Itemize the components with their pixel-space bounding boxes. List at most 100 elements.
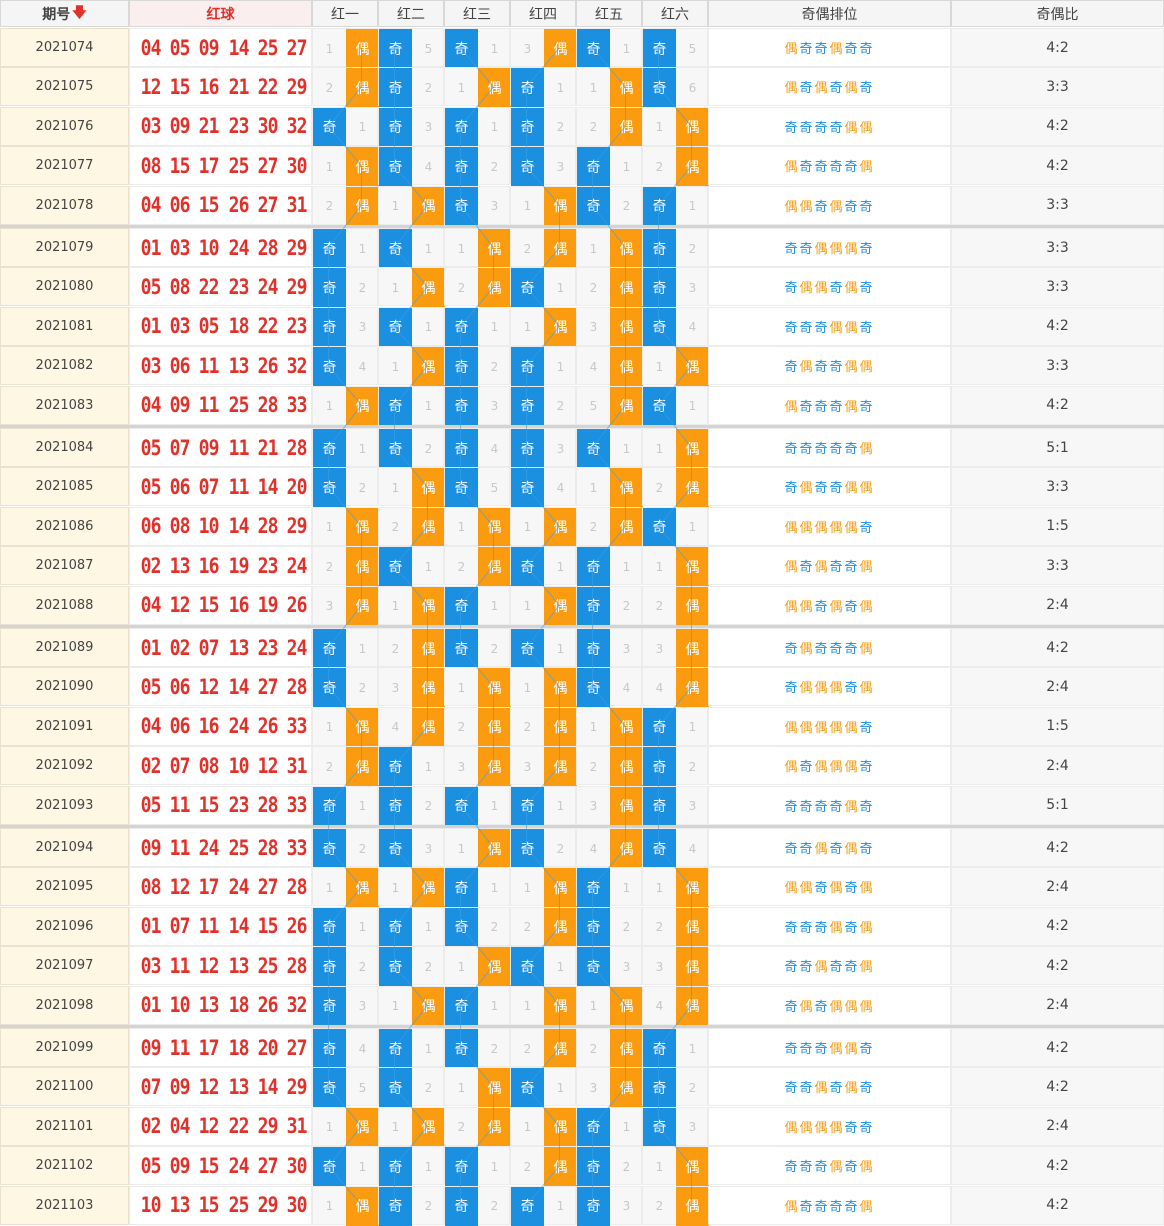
- pattern-even: 偶: [859, 681, 875, 697]
- odd-even-pattern: 偶奇奇奇偶奇: [708, 385, 951, 425]
- table-row: 2021086 06 08 10 14 28 29 1 偶 2 偶 1 偶 1 偶 2 偶奇 1 偶偶偶偶偶奇 1:5: [0, 506, 1164, 547]
- even-miss-count: 2: [490, 359, 499, 374]
- odd-miss-count: 2: [325, 199, 334, 214]
- odd-even-pattern: 奇奇奇偶奇偶: [708, 906, 951, 946]
- red-balls-cell: 04 09 11 25 28 33: [129, 385, 312, 425]
- red-ball: 05: [140, 793, 162, 818]
- even-miss-count: 2: [622, 1159, 631, 1174]
- odd-even-pattern: 奇奇偶偶偶奇: [708, 228, 951, 267]
- table-row: 2021079 01 03 10 24 28 29 奇 1 奇 1 1 偶 2 偶 1 偶奇 2 奇奇偶偶偶奇 3:3: [0, 228, 1164, 268]
- position-1-header: 红一: [312, 0, 378, 27]
- table-header: 期号 🡇 红球 红一 红二 红三 红四 红五 红六 奇偶排位 奇偶比: [0, 0, 1164, 27]
- odd-marker: 奇: [379, 386, 412, 426]
- red-balls-cell: 08 12 17 24 27 28: [129, 867, 312, 907]
- odd-even-ratio: 2:4: [951, 667, 1164, 707]
- odd-marker: 奇: [577, 629, 610, 668]
- odd-miss-count: 1: [589, 720, 598, 735]
- pattern-even: 偶: [829, 599, 845, 615]
- odd-miss-count: 2: [589, 759, 598, 774]
- red-ball: 12: [169, 874, 191, 899]
- even-miss-count: 1: [424, 1159, 433, 1174]
- pattern-odd: 奇: [799, 320, 815, 336]
- red-ball: 24: [228, 235, 249, 260]
- even-marker: 偶: [544, 747, 577, 787]
- red-ball: 08: [140, 153, 162, 178]
- odd-marker: 奇: [511, 386, 544, 426]
- even-miss-count: 1: [556, 641, 565, 656]
- odd-marker: 奇: [445, 907, 478, 947]
- red-ball: 09: [169, 1074, 191, 1099]
- pattern-even: 偶: [829, 242, 845, 257]
- issue-number: 2021081: [0, 306, 129, 346]
- pattern-odd: 奇: [829, 281, 845, 297]
- odd-even-pattern: 奇奇奇奇奇偶: [708, 428, 951, 467]
- red-ball: 06: [169, 193, 191, 218]
- issue-column-header[interactable]: 期号 🡇: [0, 0, 129, 27]
- pattern-even: 偶: [844, 481, 860, 497]
- odd-miss-count: 3: [325, 599, 334, 614]
- even-marker: 偶: [478, 1107, 511, 1147]
- red-ball: 09: [140, 835, 162, 860]
- odd-marker: 奇: [511, 629, 544, 668]
- pattern-even: 偶: [814, 681, 830, 697]
- red-ball: 26: [286, 593, 307, 618]
- odd-miss-count: 1: [589, 241, 598, 256]
- pattern-odd: 奇: [859, 842, 875, 857]
- even-miss-count: 2: [622, 920, 631, 935]
- odd-miss-count: 2: [589, 120, 598, 135]
- pattern-even: 偶: [844, 360, 860, 376]
- odd-marker: 奇: [379, 229, 412, 268]
- even-marker: 偶: [412, 707, 445, 747]
- red-ball: 29: [286, 274, 307, 299]
- red-ball: 06: [140, 514, 162, 539]
- pattern-even: 偶: [829, 199, 845, 215]
- pattern-even: 偶: [814, 281, 830, 297]
- even-marker: 偶: [478, 507, 511, 547]
- odd-miss-count: 1: [325, 399, 334, 414]
- pattern-even: 偶: [799, 199, 815, 215]
- arrow-down-icon[interactable]: 🡇: [72, 4, 87, 21]
- even-miss-count: 4: [358, 1041, 367, 1056]
- even-marker: 偶: [346, 1186, 379, 1226]
- position-4-header: 红四: [510, 0, 576, 27]
- pattern-even: 偶: [859, 160, 875, 176]
- pattern-even: 偶: [799, 281, 815, 297]
- odd-miss-count: 2: [655, 1199, 664, 1214]
- table-row: 2021087 02 13 16 19 23 24 2 偶奇 1 2 偶奇 1 奇 1 1 偶偶奇偶奇奇偶 3:3: [0, 546, 1164, 587]
- odd-even-ratio: 5:1: [951, 428, 1164, 467]
- table-row: 2021095 08 12 17 24 27 28 1 偶 1 偶奇 1 1 偶奇 1 1 偶偶偶奇偶奇偶 2:4: [0, 867, 1164, 908]
- red-ball: 08: [169, 274, 191, 299]
- odd-miss-count: 1: [523, 999, 532, 1014]
- table-row: 2021100 07 09 12 13 14 29 奇 5 奇 2 1 偶奇 1 3 偶奇 2 奇奇偶奇偶奇 4:2: [0, 1067, 1164, 1108]
- red-ball: 04: [169, 1114, 191, 1139]
- odd-miss-count: 1: [655, 120, 664, 135]
- red-ball: 13: [228, 353, 249, 378]
- odd-miss-count: 1: [391, 280, 400, 295]
- odd-miss-count: 1: [457, 80, 466, 95]
- red-balls-cell: 12 15 16 21 22 29: [129, 67, 312, 107]
- even-marker: 偶: [676, 468, 709, 508]
- red-ball: 10: [169, 993, 191, 1018]
- red-ball: 22: [198, 274, 220, 299]
